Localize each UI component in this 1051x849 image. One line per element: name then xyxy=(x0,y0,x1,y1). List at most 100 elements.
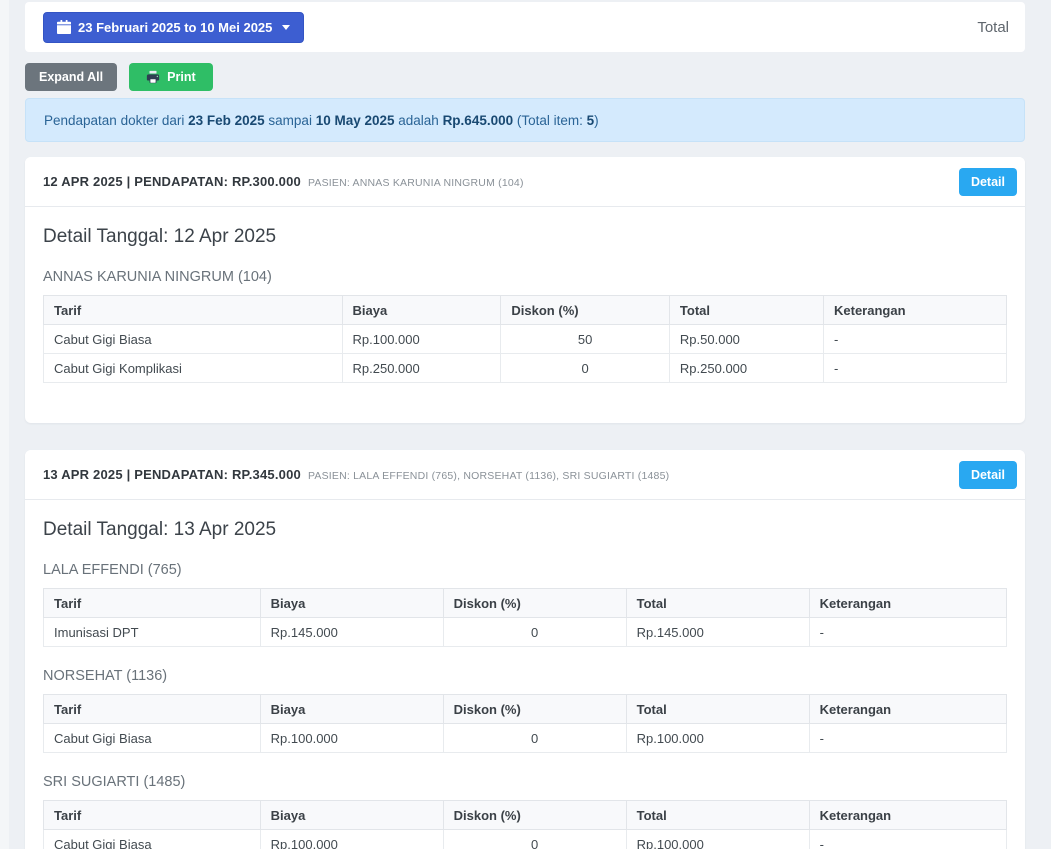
alert-text: sampai xyxy=(264,112,316,128)
cell-diskon: 0 xyxy=(442,617,627,647)
income-card-body: Detail Tanggal: 13 Apr 2025 LALA EFFENDI … xyxy=(25,500,1025,849)
cell-diskon: 50 xyxy=(500,324,670,354)
cell-tarif: Cabut Gigi Biasa xyxy=(43,324,343,354)
alert-text: Pendapatan dokter dari xyxy=(44,112,189,128)
tariff-table: Tarif Biaya Diskon (%) Total Keterangan Cabut… xyxy=(43,295,1007,383)
cell-total: Rp.50.000 xyxy=(668,324,825,354)
date-range-button[interactable]: 23 Februari 2025 to 10 Mei 2025 xyxy=(43,11,305,43)
patient-group: SRI SUGIARTI (1485) Tarif Biaya Diskon (%) T… xyxy=(43,774,1008,849)
income-date-amount: 12 APR 2025 | PENDAPATAN: RP.300.000 xyxy=(43,174,301,189)
column-header-keterangan: Keterangan xyxy=(808,588,1008,618)
toolbar: Expand All Print xyxy=(25,63,1025,91)
cell-diskon: 0 xyxy=(442,829,627,849)
patient-group: NORSEHAT (1136) Tarif Biaya Diskon (%) Total… xyxy=(43,668,1008,753)
column-header-keterangan: Keterangan xyxy=(808,694,1008,724)
income-card-title: 12 APR 2025 | PENDAPATAN: RP.300.000 PASI… xyxy=(43,174,524,189)
table-row: Imunisasi DPT Rp.145.000 0 Rp.145.000- xyxy=(43,617,1008,647)
tariff-table-body: Cabut Gigi Biasa Rp.100.000 50 Rp.50.000- Ca… xyxy=(43,324,1007,383)
cell-keterangan: - xyxy=(823,324,1007,354)
detail-date-heading: Detail Tanggal: 13 Apr 2025 xyxy=(43,519,277,540)
cell-diskon: 0 xyxy=(442,723,627,753)
column-header-biaya: Biaya xyxy=(259,588,444,618)
income-date-amount: 13 APR 2025 | PENDAPATAN: RP.345.000 xyxy=(43,467,301,482)
alert-text: (Total item: xyxy=(513,112,587,128)
tariff-table: Tarif Biaya Diskon (%) Total Keterangan Cabut… xyxy=(43,694,1008,753)
column-header-total: Total xyxy=(625,694,810,724)
cell-tarif: Cabut Gigi Biasa xyxy=(43,829,261,849)
income-card-header: 12 APR 2025 | PENDAPATAN: RP.300.000 PASI… xyxy=(25,157,1025,207)
column-header-biaya: Biaya xyxy=(259,800,444,830)
tariff-table-body: Cabut Gigi Biasa Rp.100.000 0 Rp.100.000- xyxy=(43,723,1008,753)
alert-text: adalah xyxy=(394,112,443,128)
printer-icon xyxy=(146,70,160,84)
topbar: 23 Februari 2025 to 10 Mei 2025 Total xyxy=(25,2,1025,52)
alert-start-date: 23 Feb 2025 xyxy=(188,112,265,128)
patient-name-heading: SRI SUGIARTI (1485) xyxy=(43,774,186,790)
cell-total: Rp.100.000 xyxy=(625,723,810,753)
column-header-diskon: Diskon (%) xyxy=(442,588,627,618)
cell-biaya: Rp.100.000 xyxy=(259,829,444,849)
income-card-header: 13 APR 2025 | PENDAPATAN: RP.345.000 PASI… xyxy=(25,450,1025,500)
expand-all-button[interactable]: Expand All xyxy=(25,63,118,91)
column-header-diskon: Diskon (%) xyxy=(442,694,627,724)
column-header-biaya: Biaya xyxy=(259,694,444,724)
column-header-biaya: Biaya xyxy=(341,295,502,325)
tariff-table-body: Cabut Gigi Biasa Rp.100.000 0 Rp.100.000- xyxy=(43,829,1008,849)
cell-tarif: Imunisasi DPT xyxy=(43,617,261,647)
cell-total: Rp.145.000 xyxy=(625,617,810,647)
left-gutter xyxy=(0,0,9,849)
column-header-total: Total xyxy=(625,588,810,618)
column-header-keterangan: Keterangan xyxy=(823,295,1007,325)
column-header-tarif: Tarif xyxy=(43,588,261,618)
calendar-icon xyxy=(57,20,71,34)
alert-text: ) xyxy=(594,112,599,128)
column-header-diskon: Diskon (%) xyxy=(442,800,627,830)
cell-tarif: Cabut Gigi Komplikasi xyxy=(43,353,343,383)
column-header-keterangan: Keterangan xyxy=(808,800,1008,830)
income-cards-container: 12 APR 2025 | PENDAPATAN: RP.300.000 PASI… xyxy=(25,157,1025,849)
detail-date-heading: Detail Tanggal: 12 Apr 2025 xyxy=(43,226,277,247)
patient-group: ANNAS KARUNIA NINGRUM (104) Tarif Biaya Dis… xyxy=(43,269,1007,383)
patient-name-heading: LALA EFFENDI (765) xyxy=(43,562,182,578)
column-header-total: Total xyxy=(625,800,810,830)
cell-biaya: Rp.100.000 xyxy=(341,324,502,354)
column-header-tarif: Tarif xyxy=(43,694,261,724)
cell-keterangan: - xyxy=(808,723,1008,753)
tariff-table-head: Tarif Biaya Diskon (%) Total Keterangan xyxy=(43,694,1008,724)
cell-tarif: Cabut Gigi Biasa xyxy=(43,723,261,753)
income-card-body: Detail Tanggal: 12 Apr 2025 ANNAS KARUNIA… xyxy=(25,207,1025,423)
income-card: 13 APR 2025 | PENDAPATAN: RP.345.000 PASI… xyxy=(25,450,1025,849)
tariff-table-head: Tarif Biaya Diskon (%) Total Keterangan xyxy=(43,588,1008,618)
tariff-table-head: Tarif Biaya Diskon (%) Total Keterangan xyxy=(43,295,1007,325)
cell-diskon: 0 xyxy=(500,353,670,383)
chevron-down-icon xyxy=(282,24,291,30)
cell-biaya: Rp.100.000 xyxy=(259,723,444,753)
detail-button[interactable]: Detail xyxy=(958,167,1017,196)
main-content: 23 Februari 2025 to 10 Mei 2025 Total Ex… xyxy=(25,0,1025,849)
column-header-diskon: Diskon (%) xyxy=(500,295,670,325)
patient-group: LALA EFFENDI (765) Tarif Biaya Diskon (%) To… xyxy=(43,562,1008,647)
patient-name-heading: NORSEHAT (1136) xyxy=(43,668,168,684)
cell-biaya: Rp.145.000 xyxy=(259,617,444,647)
patient-name-heading: ANNAS KARUNIA NINGRUM (104) xyxy=(43,269,272,285)
table-row: Cabut Gigi Biasa Rp.100.000 0 Rp.100.000- xyxy=(43,723,1008,753)
tariff-table-head: Tarif Biaya Diskon (%) Total Keterangan xyxy=(43,800,1008,830)
cell-total: Rp.250.000 xyxy=(668,353,825,383)
income-patient-list: PASIEN: LALA EFFENDI (765), NORSEHAT (11… xyxy=(307,470,670,482)
table-row: Cabut Gigi Komplikasi Rp.250.000 0 Rp.250.0… xyxy=(43,353,1007,383)
tariff-table-body: Imunisasi DPT Rp.145.000 0 Rp.145.000- xyxy=(43,617,1008,647)
table-header-row: Tarif Biaya Diskon (%) Total Keterangan xyxy=(43,295,1007,325)
date-range-label: 23 Februari 2025 to 10 Mei 2025 xyxy=(78,19,273,35)
income-card: 12 APR 2025 | PENDAPATAN: RP.300.000 PASI… xyxy=(25,157,1025,423)
column-header-total: Total xyxy=(668,295,825,325)
total-column-label: Total xyxy=(977,18,1009,36)
cell-keterangan: - xyxy=(823,353,1007,383)
print-button[interactable]: Print xyxy=(129,63,213,91)
table-header-row: Tarif Biaya Diskon (%) Total Keterangan xyxy=(43,800,1008,830)
table-header-row: Tarif Biaya Diskon (%) Total Keterangan xyxy=(43,694,1008,724)
detail-button[interactable]: Detail xyxy=(958,460,1017,489)
tariff-table: Tarif Biaya Diskon (%) Total Keterangan Cabut… xyxy=(43,800,1008,849)
column-header-tarif: Tarif xyxy=(43,800,261,830)
income-patient-list: PASIEN: ANNAS KARUNIA NINGRUM (104) xyxy=(307,177,524,189)
cell-biaya: Rp.250.000 xyxy=(341,353,502,383)
